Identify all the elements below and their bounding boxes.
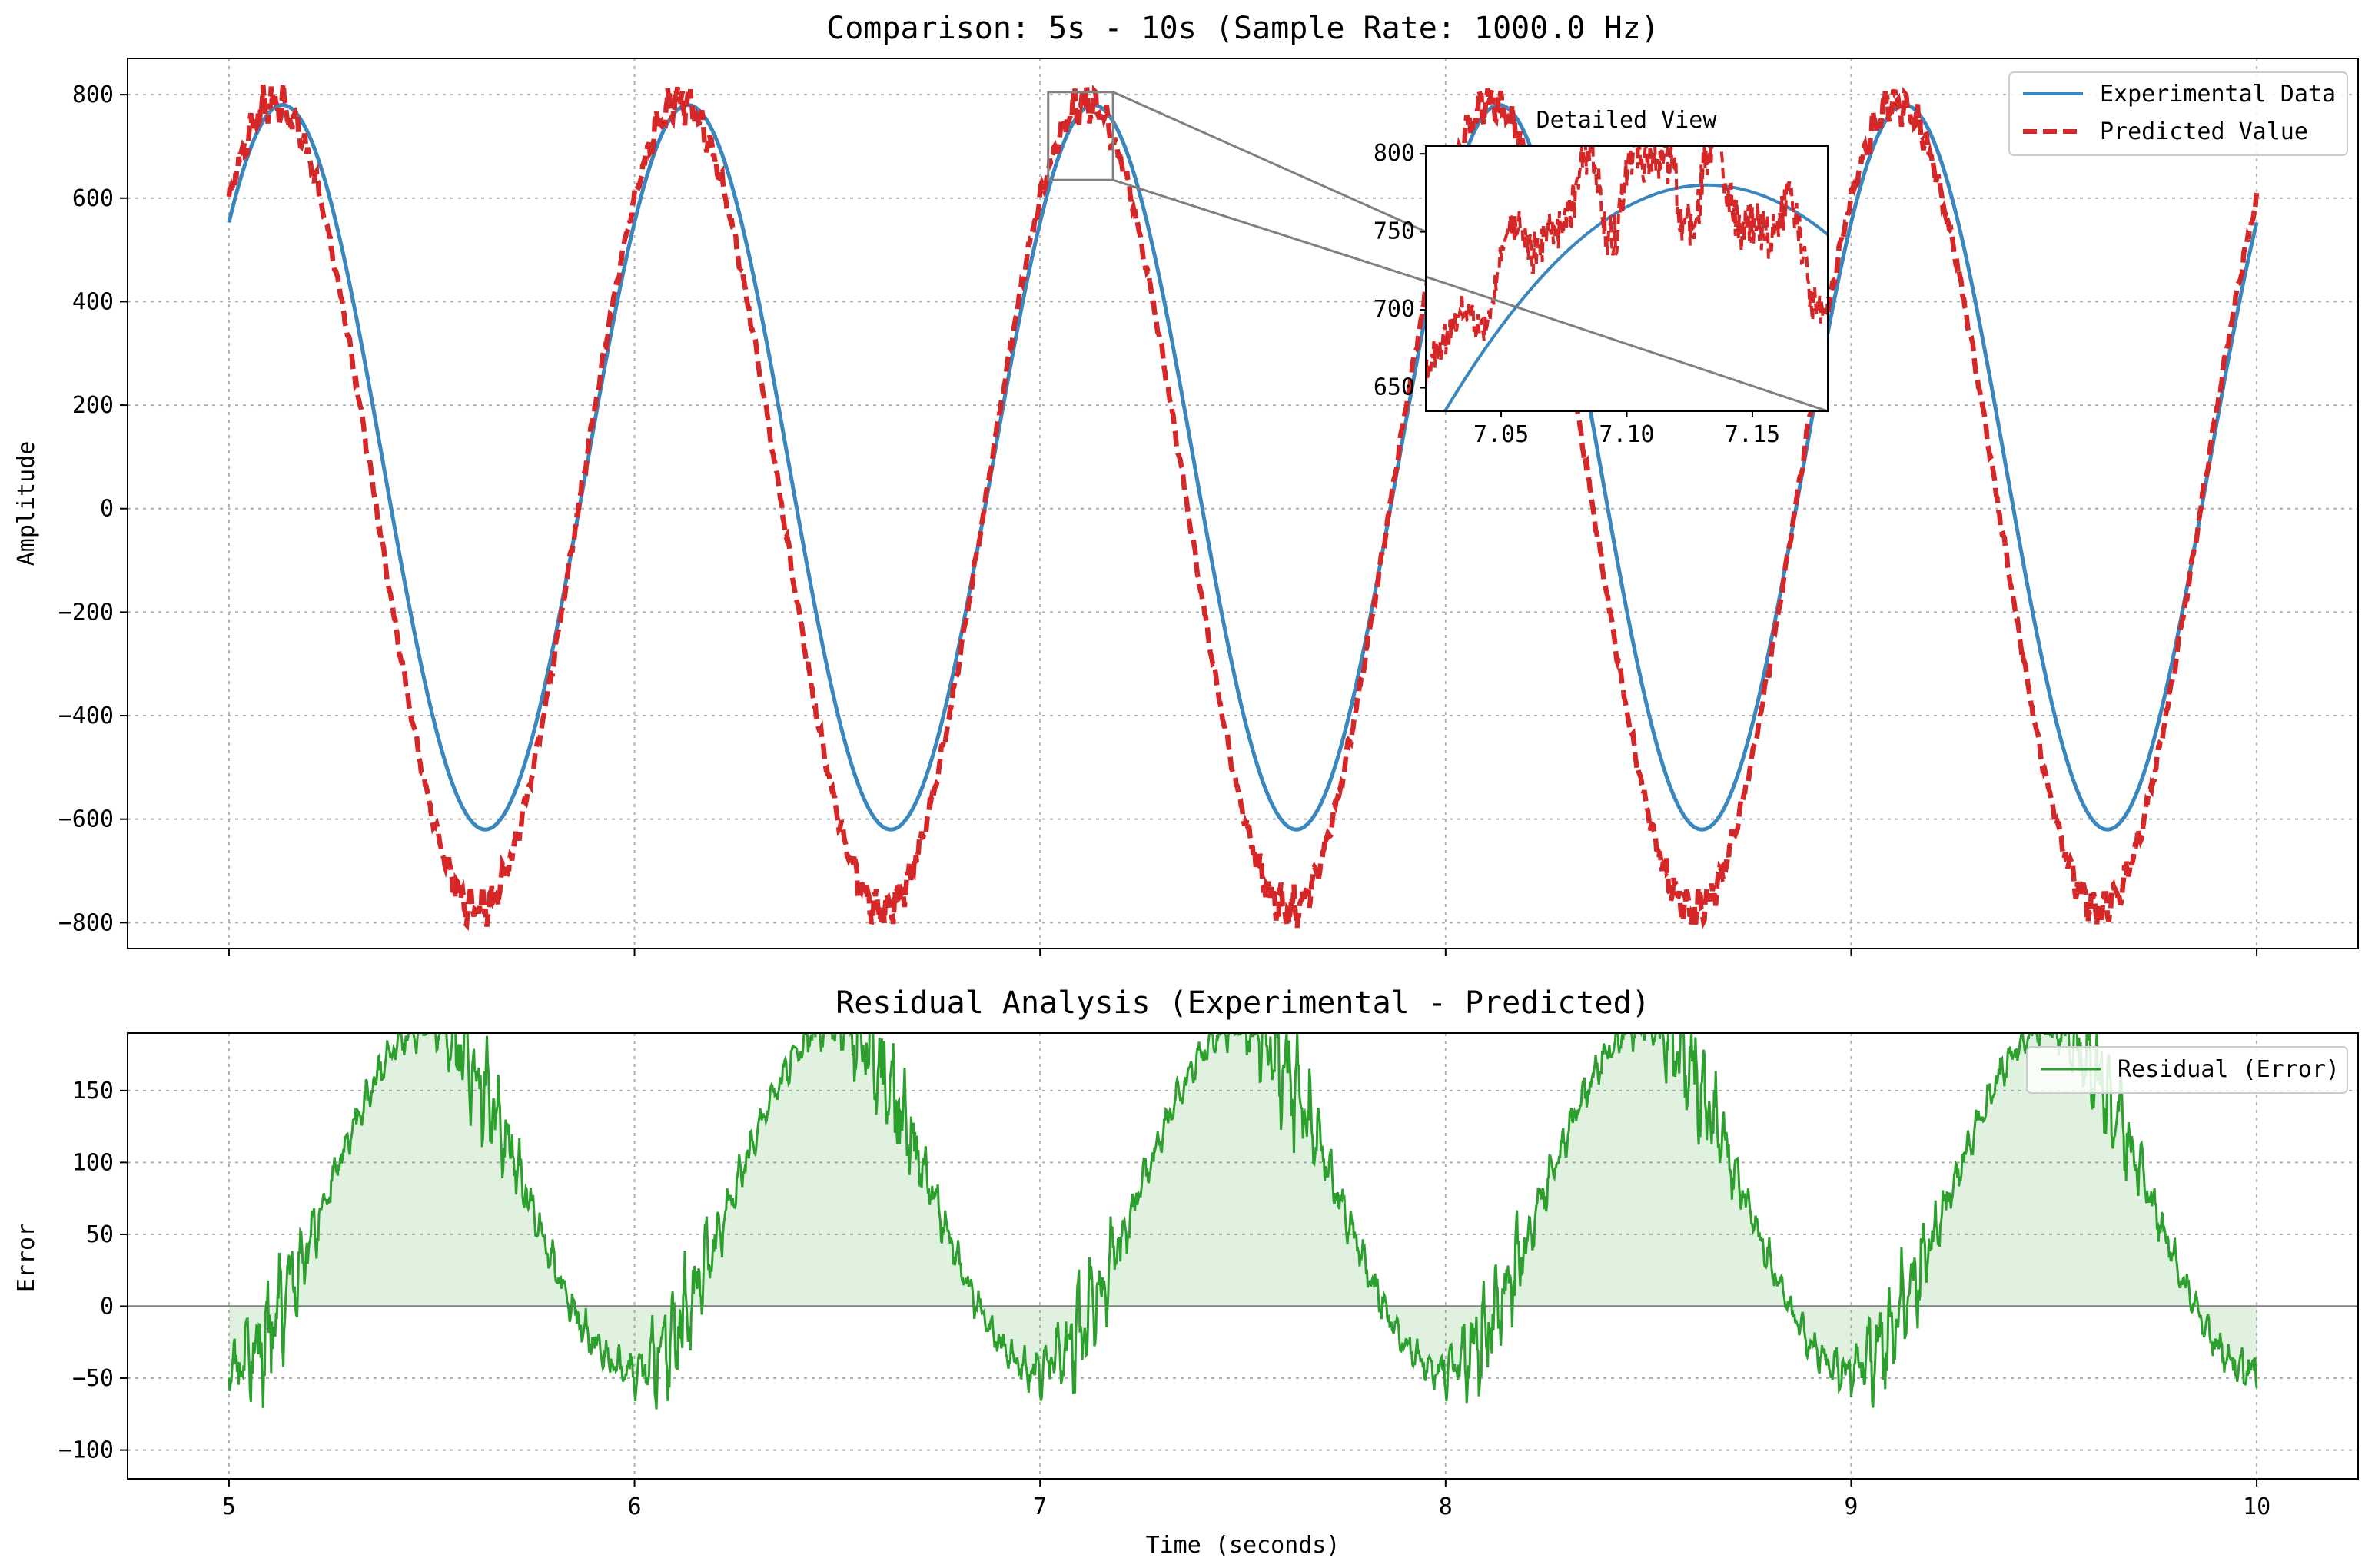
- bottom-y-axis-label: Error: [13, 1223, 40, 1292]
- top-grid: [128, 58, 2358, 948]
- inset-ticks: 7.05 7.10 7.15 650 700 750 800: [1374, 140, 1780, 448]
- bottom-x-tick-label: 7: [1033, 1493, 1047, 1520]
- bottom-y-tick-label: 100: [72, 1149, 114, 1176]
- top-y-tick-label: 600: [72, 185, 114, 212]
- inset-axes: 7.05 7.10 7.15 650 700 750 800 Detailed View: [1374, 107, 1829, 448]
- bottom-x-tick-label: 5: [222, 1493, 236, 1520]
- top-legend: Experimental Data Predicted Value: [2008, 71, 2348, 156]
- inset-title: Detailed View: [1536, 107, 1718, 134]
- legend-predicted-label: Predicted Value: [2100, 118, 2308, 145]
- experimental-data-line: [227, 103, 2259, 832]
- inset-y-tick-label: 750: [1374, 218, 1415, 245]
- bottom-x-tick-label: 6: [628, 1493, 642, 1520]
- inset-x-tick-label: 7.05: [1473, 421, 1529, 448]
- bottom-plot-area: [128, 1033, 2358, 1410]
- bottom-y-tick-label: 50: [86, 1221, 114, 1248]
- top-y-axis-label: Amplitude: [13, 441, 40, 566]
- bottom-chart-title: Residual Analysis (Experimental - Predic…: [835, 985, 1650, 1021]
- top-ticks: −800 −600 −400 −200 0 200 400 600 800: [58, 81, 2258, 956]
- bottom-legend-box: [2026, 1046, 2348, 1094]
- inset-experimental-line: [1443, 183, 1828, 411]
- inset-plot-area: [1426, 146, 1828, 411]
- top-y-tick-label: 0: [100, 496, 114, 523]
- bottom-x-tick-label: 9: [1844, 1493, 1858, 1520]
- inset-x-tick-label: 7.15: [1725, 421, 1780, 448]
- top-y-tick-label: −600: [58, 806, 114, 833]
- top-y-tick-label: 800: [72, 81, 114, 108]
- inset-x-tick-label: 7.10: [1599, 421, 1654, 448]
- bottom-axes-frame: [127, 1032, 2359, 1480]
- bottom-x-tick-label: 10: [2243, 1493, 2270, 1520]
- inset-y-tick-label: 650: [1374, 374, 1415, 401]
- top-legend-box: [2008, 71, 2348, 156]
- bottom-y-tick-label: 150: [72, 1078, 114, 1105]
- inset-y-tick-label: 800: [1374, 140, 1415, 167]
- inset-background: [1426, 146, 1828, 411]
- inset-predicted-line: [1426, 146, 1828, 384]
- inset-y-tick-label: 700: [1374, 296, 1415, 323]
- residual-error-line: [228, 1033, 2258, 1410]
- top-plot-area: [226, 82, 2260, 932]
- top-chart-title: Comparison: 5s - 10s (Sample Rate: 1000.…: [826, 11, 1659, 46]
- predicted-value-line: [226, 82, 2260, 932]
- top-y-tick-label: −200: [58, 599, 114, 626]
- bottom-y-tick-label: 0: [100, 1293, 114, 1320]
- bottom-ticks: 5 6 7 8 9 10 −100 −50 0 50 100 150: [58, 1078, 2270, 1520]
- zoom-region-box: [1047, 91, 1114, 181]
- top-y-tick-label: 200: [72, 392, 114, 419]
- bottom-y-tick-label: −50: [72, 1365, 114, 1392]
- residual-fill-area: [228, 1033, 2257, 1410]
- bottom-y-tick-label: −100: [58, 1437, 114, 1464]
- top-axes-frame: [127, 58, 2359, 949]
- legend-experimental-label: Experimental Data: [2100, 81, 2336, 108]
- top-y-tick-label: −400: [58, 703, 114, 729]
- bottom-legend: Residual (Error): [2026, 1046, 2348, 1094]
- legend-residual-label: Residual (Error): [2118, 1056, 2340, 1083]
- top-y-tick-label: 400: [72, 288, 114, 315]
- top-y-tick-label: −800: [58, 909, 114, 936]
- inset-connector-overlay: [1426, 275, 1828, 411]
- bottom-x-tick-label: 8: [1439, 1493, 1453, 1520]
- bottom-x-axis-label: Time (seconds): [1146, 1532, 1340, 1559]
